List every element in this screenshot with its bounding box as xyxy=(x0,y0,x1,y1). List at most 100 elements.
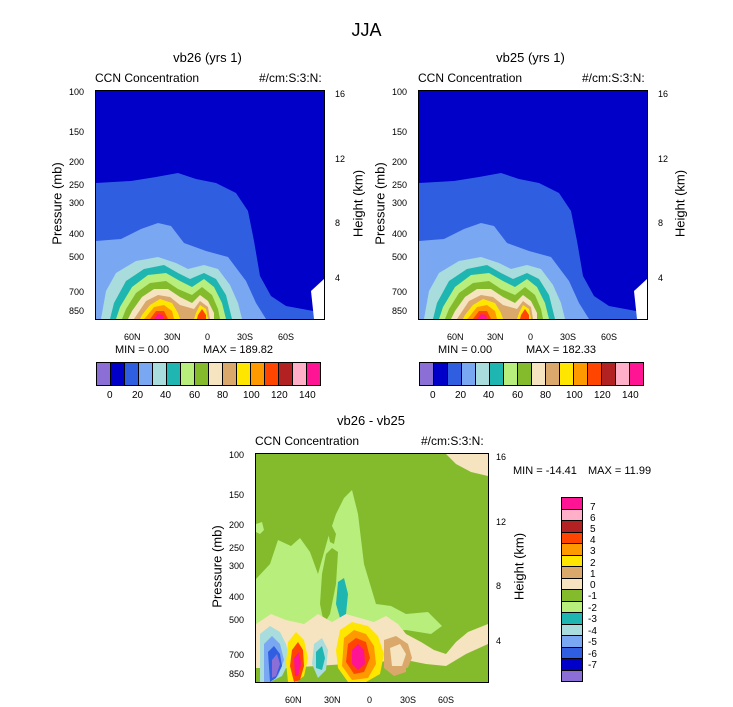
p1-pressure-tick: 700 xyxy=(69,287,85,297)
p1-lat-tick: 30N xyxy=(164,332,181,342)
p2-ylabel: Pressure (mb) xyxy=(372,162,388,245)
p3-height-tick: 4 xyxy=(496,636,502,646)
p3-cb-label: 1 xyxy=(590,569,596,580)
colorbar-swatch xyxy=(222,362,237,386)
p3-min: MIN = -14.41 xyxy=(513,465,577,477)
panel1-left-label: CCN Concentration xyxy=(95,71,200,85)
p1-max: MAX = 189.82 xyxy=(203,344,274,356)
panel1-plot-area xyxy=(95,90,325,320)
colorbar-swatch xyxy=(531,362,546,386)
p1-height-tick: 8 xyxy=(335,218,341,228)
p3-cb-label: 3 xyxy=(590,546,596,557)
p2-cb-label: 100 xyxy=(566,390,583,401)
p3-pressure-tick: 700 xyxy=(229,650,245,660)
colorbar-swatch xyxy=(559,362,574,386)
p3-cb-label: -5 xyxy=(588,637,597,648)
panel3-left-label: CCN Concentration xyxy=(255,434,360,448)
p1-pressure-tick: 400 xyxy=(69,229,85,239)
panel2-plot-area xyxy=(418,90,648,320)
panel3-plot-area xyxy=(255,453,489,683)
p2-cb-label: 140 xyxy=(622,390,639,401)
p1-pressure-tick: 200 xyxy=(69,157,85,167)
p2-lat-tick: 0 xyxy=(528,332,534,342)
p2-cb-label: 120 xyxy=(594,390,611,401)
p3-cb-label: 2 xyxy=(590,558,596,569)
p2-pressure-tick: 400 xyxy=(392,229,408,239)
p1-pressure-tick: 250 xyxy=(69,180,85,190)
p1-y2label: Height (km) xyxy=(350,169,366,238)
p3-cb-label: 5 xyxy=(590,524,596,535)
p3-pressure-tick: 500 xyxy=(229,615,245,625)
p3-pressure-tick: 150 xyxy=(229,490,245,500)
p2-min: MIN = 0.00 xyxy=(438,344,493,356)
panel2-right-label: #/cm:S:3:N: xyxy=(582,71,645,85)
p2-cb-label: 0 xyxy=(430,390,436,401)
colorbar-swatch xyxy=(475,362,490,386)
colorbar-swatch xyxy=(615,362,630,386)
p3-cb-label: -1 xyxy=(588,591,597,602)
p2-pressure-tick: 150 xyxy=(392,127,408,137)
p1-pressure-tick: 100 xyxy=(69,87,85,97)
p2-pressure-tick: 500 xyxy=(392,252,408,262)
p2-lat-tick: 60N xyxy=(447,332,464,342)
p3-colorbar xyxy=(561,497,583,682)
p3-cb-label: 0 xyxy=(590,580,596,591)
colorbar-swatch xyxy=(306,362,321,386)
panel2-contour-field xyxy=(419,91,647,319)
p1-cb-label: 80 xyxy=(217,390,229,401)
p1-cb-label: 140 xyxy=(299,390,316,401)
p2-pressure-tick: 250 xyxy=(392,180,408,190)
p1-cb-label: 20 xyxy=(132,390,144,401)
p1-ylabel: Pressure (mb) xyxy=(49,162,65,245)
colorbar-swatch xyxy=(292,362,307,386)
figure-title: JJA xyxy=(351,20,382,40)
colorbar-swatch xyxy=(629,362,644,386)
p3-ylabel: Pressure (mb) xyxy=(209,525,225,608)
panel1-contour-field xyxy=(96,91,324,319)
p2-height-tick: 16 xyxy=(658,89,669,99)
p2-y2label: Height (km) xyxy=(672,169,688,238)
p1-height-tick: 4 xyxy=(335,273,341,283)
p2-cb-label: 60 xyxy=(512,390,524,401)
p2-pressure-tick: 200 xyxy=(392,157,408,167)
p2-cb-label: 80 xyxy=(540,390,552,401)
colorbar-swatch xyxy=(110,362,125,386)
p3-pressure-tick: 400 xyxy=(229,592,245,602)
p2-lat-tick: 30N xyxy=(487,332,504,342)
colorbar-swatch xyxy=(419,362,434,386)
p3-lat-tick: 60S xyxy=(438,695,455,705)
p2-cb-label: 20 xyxy=(455,390,467,401)
colorbar-swatch xyxy=(461,362,476,386)
panel2-left-label: CCN Concentration xyxy=(418,71,523,85)
colorbar-swatch xyxy=(96,362,111,386)
colorbar-swatch xyxy=(561,669,583,682)
p3-cb-label: -7 xyxy=(588,660,597,671)
colorbar-swatch xyxy=(166,362,181,386)
p1-cb-label: 100 xyxy=(243,390,260,401)
p1-pressure-tick: 300 xyxy=(69,198,85,208)
panel3-contour-field xyxy=(256,454,488,682)
p1-height-tick: 12 xyxy=(335,154,346,164)
p3-pressure-tick: 850 xyxy=(229,669,245,679)
panel2-title: vb25 (yrs 1) xyxy=(496,50,565,65)
p1-lat-tick: 60S xyxy=(278,332,295,342)
p1-lat-tick: 60N xyxy=(124,332,141,342)
p1-colorbar xyxy=(96,362,321,386)
p3-cb-label: -2 xyxy=(588,603,597,614)
p2-lat-tick: 30S xyxy=(560,332,577,342)
p3-max: MAX = 11.99 xyxy=(588,465,652,477)
p2-lat-tick: 60S xyxy=(601,332,618,342)
p3-lat-tick: 0 xyxy=(367,695,373,705)
colorbar-swatch xyxy=(194,362,209,386)
p1-min: MIN = 0.00 xyxy=(115,344,170,356)
p3-height-tick: 16 xyxy=(496,452,507,462)
p3-cb-label: 6 xyxy=(590,513,596,524)
p3-pressure-tick: 300 xyxy=(229,561,245,571)
colorbar-swatch xyxy=(236,362,251,386)
panel3-title: vb26 - vb25 xyxy=(337,413,405,428)
colorbar-swatch xyxy=(587,362,602,386)
p1-cb-label: 40 xyxy=(160,390,172,401)
p2-pressure-tick: 100 xyxy=(392,87,408,97)
p1-height-tick: 16 xyxy=(335,89,346,99)
p3-y2label: Height (km) xyxy=(511,532,527,601)
